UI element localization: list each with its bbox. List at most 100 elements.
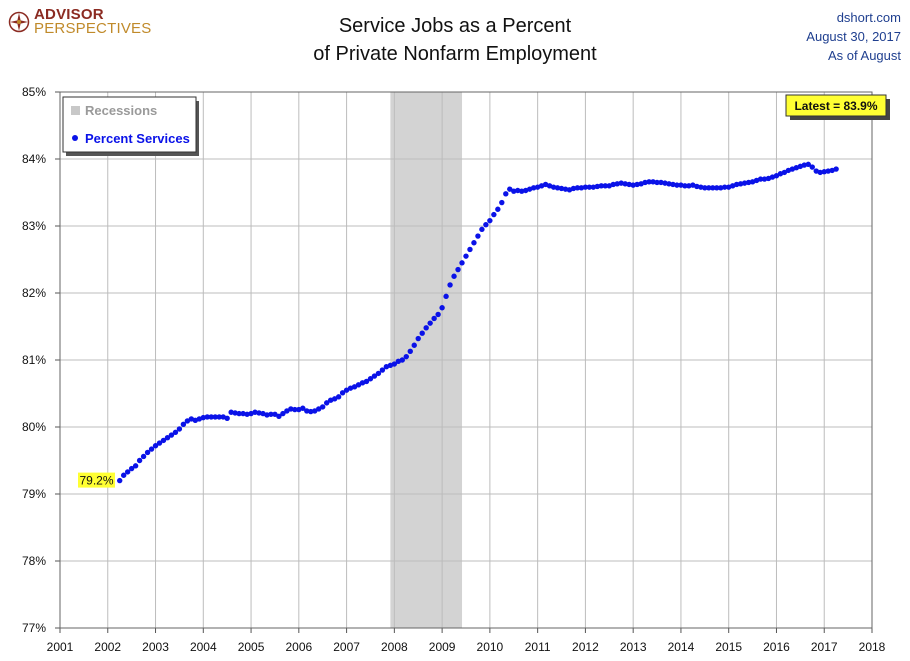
- data-point: [658, 179, 664, 186]
- chart-title: Service Jobs as a Percent of Private Non…: [255, 12, 655, 68]
- data-point: [144, 449, 151, 456]
- data-point: [678, 182, 684, 188]
- data-point: [264, 412, 270, 418]
- data-point: [335, 394, 342, 400]
- data-point: [745, 179, 752, 186]
- data-point: [232, 410, 238, 416]
- x-tick-label: 2006: [285, 640, 312, 654]
- data-point: [212, 414, 218, 420]
- data-point: [737, 181, 744, 187]
- data-point: [375, 370, 382, 377]
- x-tick-label: 2005: [238, 640, 265, 654]
- data-point: [610, 181, 616, 188]
- data-point: [451, 273, 457, 279]
- data-point: [343, 387, 350, 393]
- data-point: [590, 184, 597, 190]
- data-point: [499, 199, 505, 206]
- source-name: dshort.com: [836, 10, 901, 25]
- series-dot-icon: [72, 135, 78, 141]
- x-tick-label: 2003: [142, 640, 169, 654]
- data-point: [530, 185, 537, 191]
- data-point: [741, 180, 748, 186]
- y-tick-label: 80%: [22, 420, 46, 434]
- data-point: [511, 188, 517, 194]
- data-point: [228, 409, 234, 415]
- data-point: [475, 233, 481, 239]
- data-point: [503, 191, 509, 197]
- x-tick-label: 2011: [525, 640, 551, 654]
- data-point: [371, 373, 378, 379]
- chart-title-line1: Service Jobs as a Percent: [338, 15, 572, 37]
- data-point: [479, 226, 485, 233]
- data-point: [710, 185, 716, 191]
- data-point: [339, 390, 346, 396]
- data-point: [654, 179, 660, 186]
- data-point: [562, 186, 569, 192]
- data-point: [467, 246, 473, 253]
- data-point: [634, 181, 640, 188]
- x-tick-label: 2017: [811, 640, 838, 654]
- data-point: [407, 348, 413, 354]
- data-point: [622, 181, 628, 187]
- x-tick-label: 2007: [333, 640, 360, 654]
- y-tick-label: 79%: [22, 487, 46, 501]
- data-point: [252, 409, 258, 415]
- x-tick-label: 2016: [763, 640, 790, 654]
- x-tick-label: 2015: [715, 640, 742, 654]
- x-tick-label: 2002: [94, 640, 121, 654]
- data-point: [821, 169, 827, 175]
- data-point: [403, 353, 409, 360]
- data-point: [686, 183, 692, 189]
- data-point: [515, 187, 521, 194]
- data-point: [642, 179, 648, 186]
- data-point: [148, 446, 155, 452]
- x-tick-label: 2010: [477, 640, 504, 654]
- data-point: [128, 465, 135, 472]
- data-point: [630, 182, 636, 188]
- first-value-label-bg: [78, 472, 115, 488]
- x-tick-label: 2009: [429, 640, 456, 654]
- data-point: [550, 184, 557, 190]
- data-point: [702, 185, 708, 191]
- data-point: [184, 418, 191, 424]
- y-tick-label: 78%: [22, 554, 46, 568]
- data-point: [244, 411, 250, 417]
- data-point: [554, 185, 561, 191]
- data-point: [439, 305, 445, 311]
- data-point: [160, 437, 167, 444]
- x-tick-label: 2008: [381, 640, 408, 654]
- y-tick-label: 84%: [22, 152, 46, 166]
- data-point: [495, 206, 501, 212]
- data-point: [594, 183, 601, 190]
- data-point: [415, 335, 421, 342]
- data-point: [706, 185, 712, 191]
- data-point: [718, 185, 724, 191]
- data-point: [463, 253, 469, 259]
- data-point: [256, 410, 262, 416]
- data-point: [323, 400, 330, 406]
- data-point: [351, 384, 358, 390]
- data-point: [662, 180, 668, 186]
- data-point: [825, 168, 831, 174]
- data-point: [268, 411, 274, 417]
- data-point: [558, 185, 565, 192]
- data-point: [120, 472, 127, 478]
- data-point: [598, 183, 605, 189]
- data-point: [614, 181, 620, 187]
- data-point: [379, 367, 386, 373]
- data-point: [427, 320, 433, 326]
- brand-line1: ADVISOR: [34, 6, 104, 23]
- compass-rose-icon: [8, 11, 30, 33]
- data-point: [132, 463, 139, 469]
- chart-title-line2: of Private Nonfarm Employment: [313, 43, 597, 65]
- data-point: [487, 217, 493, 224]
- data-point: [124, 469, 131, 475]
- data-point: [733, 181, 740, 188]
- y-tick-label: 83%: [22, 219, 46, 233]
- data-point: [292, 406, 298, 413]
- data-point: [455, 266, 461, 273]
- data-point: [172, 429, 179, 436]
- data-point: [574, 185, 581, 191]
